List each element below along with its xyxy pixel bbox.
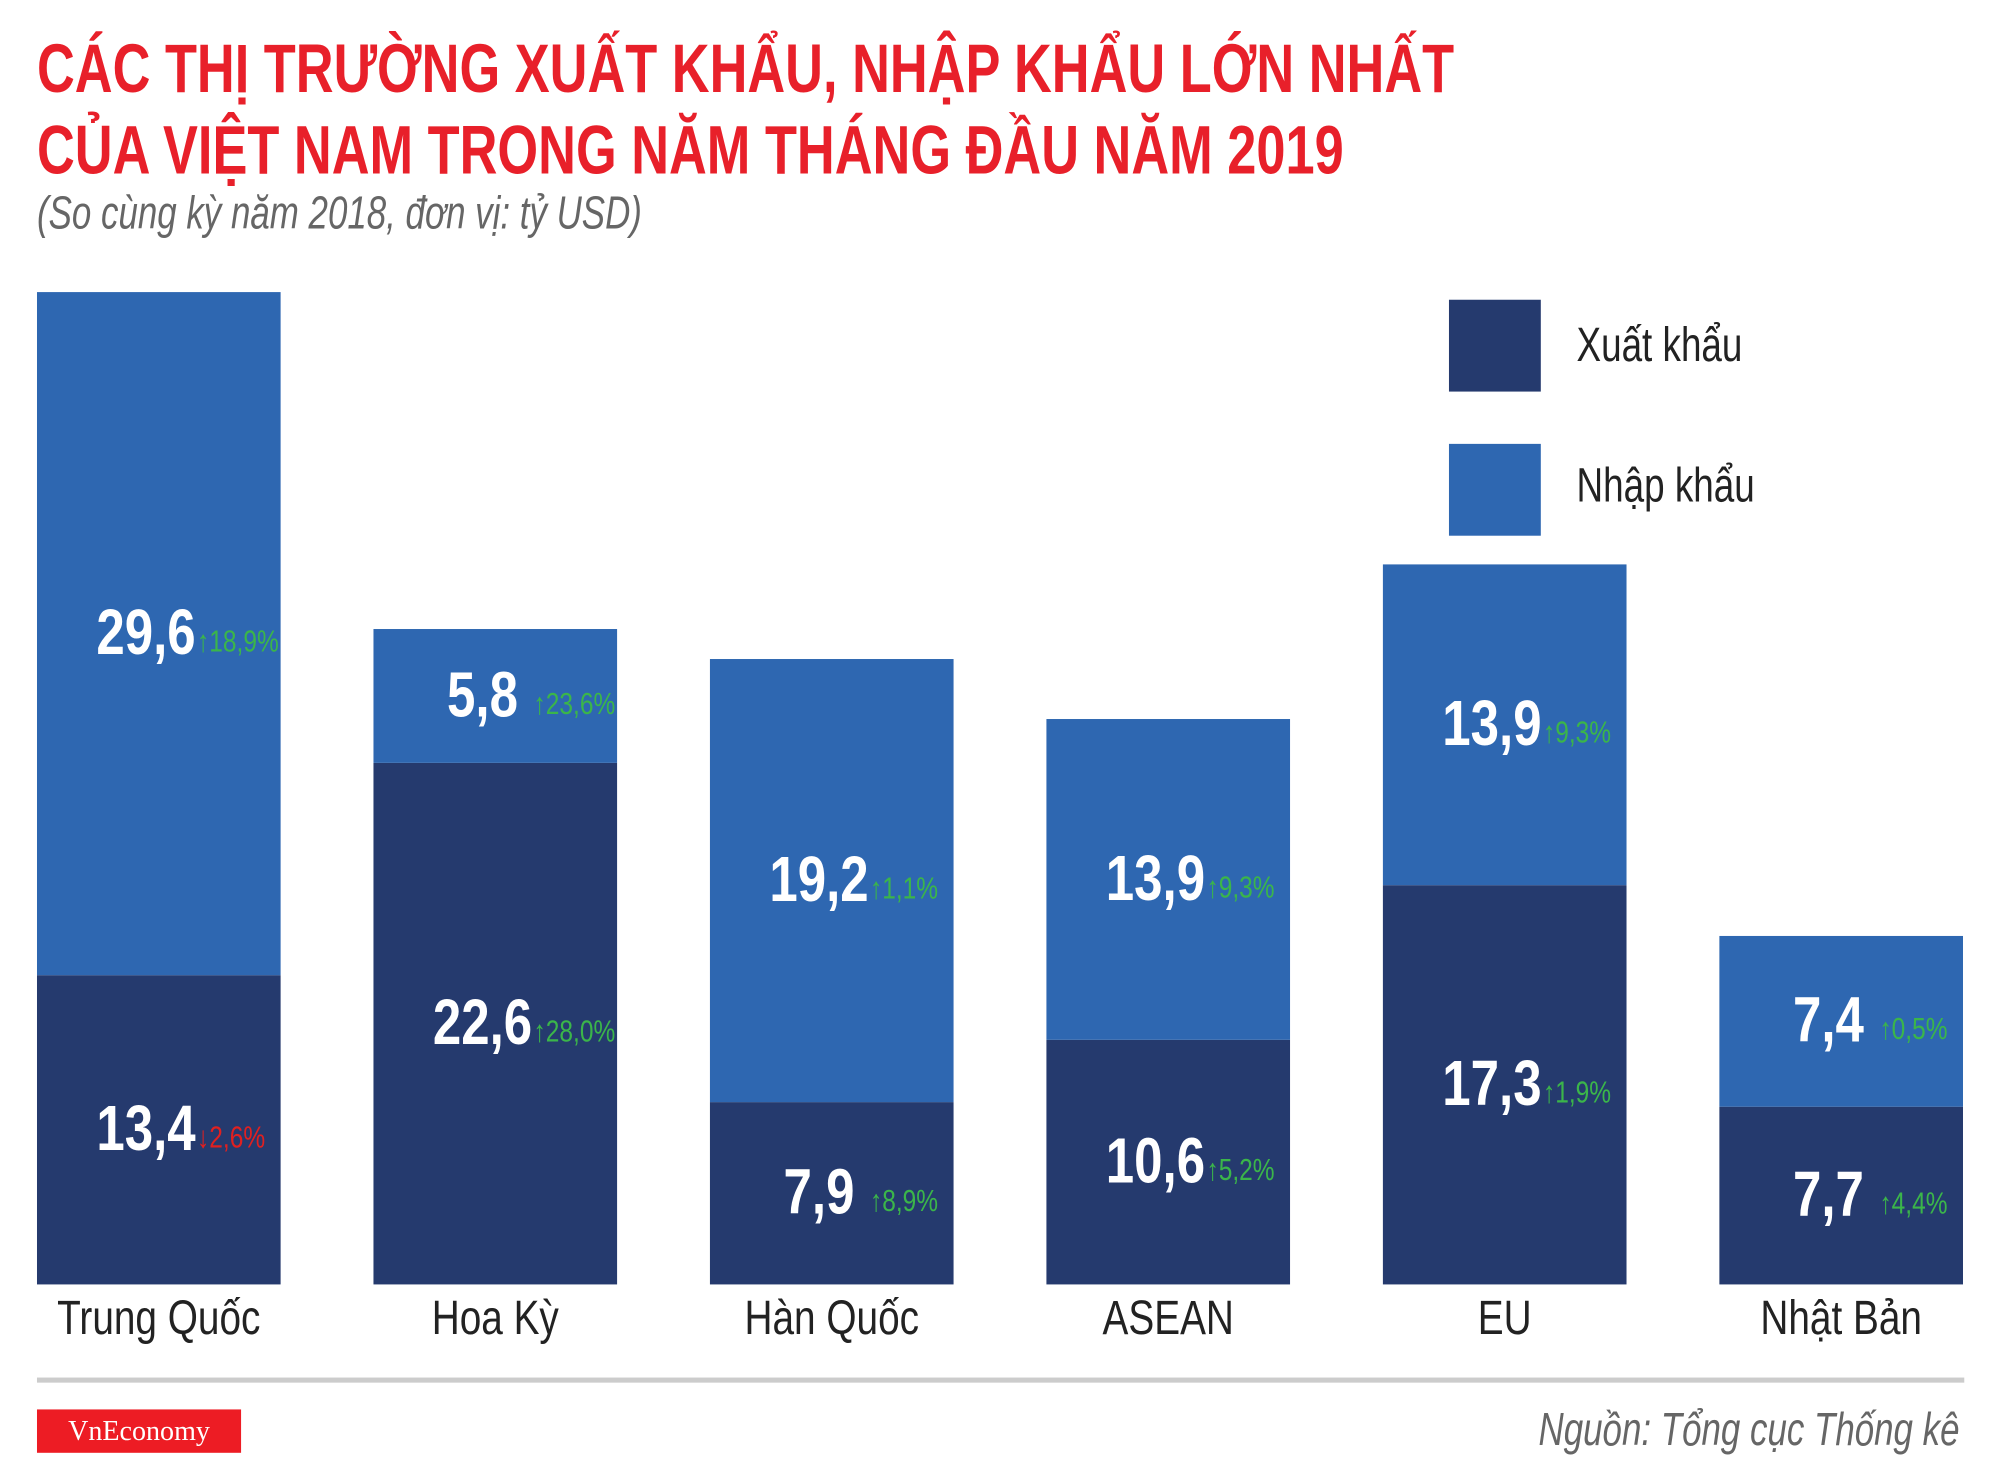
bar-export — [1719, 1106, 1963, 1285]
legend-label-export: Xuất khẩu — [1576, 318, 1743, 373]
change-label: ↑9,3% — [1206, 870, 1274, 904]
value-label: 13,4 — [96, 1094, 195, 1165]
category-label: ASEAN — [1103, 1291, 1234, 1345]
divider — [36, 1377, 1965, 1383]
category-label: Trung Quốc — [57, 1291, 260, 1345]
bar-export — [373, 762, 618, 1285]
change-label: ↑1,1% — [870, 871, 938, 905]
value-label: 7,9 — [784, 1157, 855, 1228]
value-label: 13,9 — [1442, 689, 1541, 760]
bar-import — [1382, 564, 1627, 886]
chart-title: CÁC THỊ TRƯỜNG XUẤT KHẨU, NHẬP KHẨU LỚN … — [37, 28, 1902, 191]
change-label: ↑4,4% — [1879, 1186, 1947, 1220]
category-label: Hoa Kỳ — [432, 1291, 559, 1345]
value-label: 7,7 — [1793, 1160, 1864, 1231]
value-label: 7,4 — [1793, 985, 1864, 1056]
bar-import — [36, 292, 281, 976]
bar-import — [1046, 719, 1291, 1040]
change-label: ↑1,9% — [1543, 1075, 1611, 1109]
change-label: ↑28,0% — [534, 1014, 616, 1048]
bar-import — [373, 629, 618, 763]
source-note: Nguồn: Tổng cục Thống kê — [1538, 1403, 1960, 1456]
bar-import — [709, 659, 954, 1103]
vneconomy-logo: VnEconomy — [36, 1409, 242, 1453]
value-label: 29,6 — [96, 598, 195, 669]
chart-subtitle: (So cùng kỳ năm 2018, đơn vị: tỷ USD) — [36, 186, 642, 239]
title-line-1: CÁC THỊ TRƯỜNG XUẤT KHẨU, NHẬP KHẨU LỚN … — [36, 30, 1455, 108]
change-label: ↑18,9% — [197, 624, 279, 658]
value-label: 19,2 — [769, 845, 868, 916]
value-label: 13,9 — [1106, 844, 1205, 915]
bar-export — [709, 1102, 954, 1285]
value-label: 5,8 — [447, 660, 518, 731]
bar-import — [1719, 935, 1963, 1107]
value-label: 17,3 — [1442, 1049, 1541, 1120]
change-label: ↓2,6% — [197, 1120, 265, 1154]
bar-export — [1382, 885, 1627, 1285]
legend-swatch-import — [1448, 443, 1541, 536]
category-label: EU — [1478, 1291, 1532, 1345]
bar-chart: 13,4 ↓2,6% 29,6 ↑18,9% Trung Quốc 22,6 ↑28,0% 5… — [36, 292, 1963, 1345]
title-line-2: CỦA VIỆT NAM TRONG NĂM THÁNG ĐẦU NĂM 201… — [36, 112, 1344, 189]
change-label: ↑0,5% — [1879, 1012, 1947, 1046]
change-label: ↑8,9% — [870, 1184, 938, 1218]
legend-swatch-export — [1448, 299, 1541, 392]
bar-export — [1046, 1039, 1291, 1285]
bar-export — [36, 975, 281, 1285]
change-label: ↑5,2% — [1206, 1152, 1274, 1186]
change-label: ↑9,3% — [1543, 715, 1611, 749]
value-label: 22,6 — [433, 988, 532, 1059]
category-label: Hàn Quốc — [744, 1291, 919, 1345]
legend-label-import: Nhập khẩu — [1576, 459, 1755, 513]
value-label: 10,6 — [1106, 1126, 1205, 1197]
category-label: Nhật Bản — [1760, 1291, 1922, 1345]
change-label: ↑23,6% — [534, 686, 616, 720]
